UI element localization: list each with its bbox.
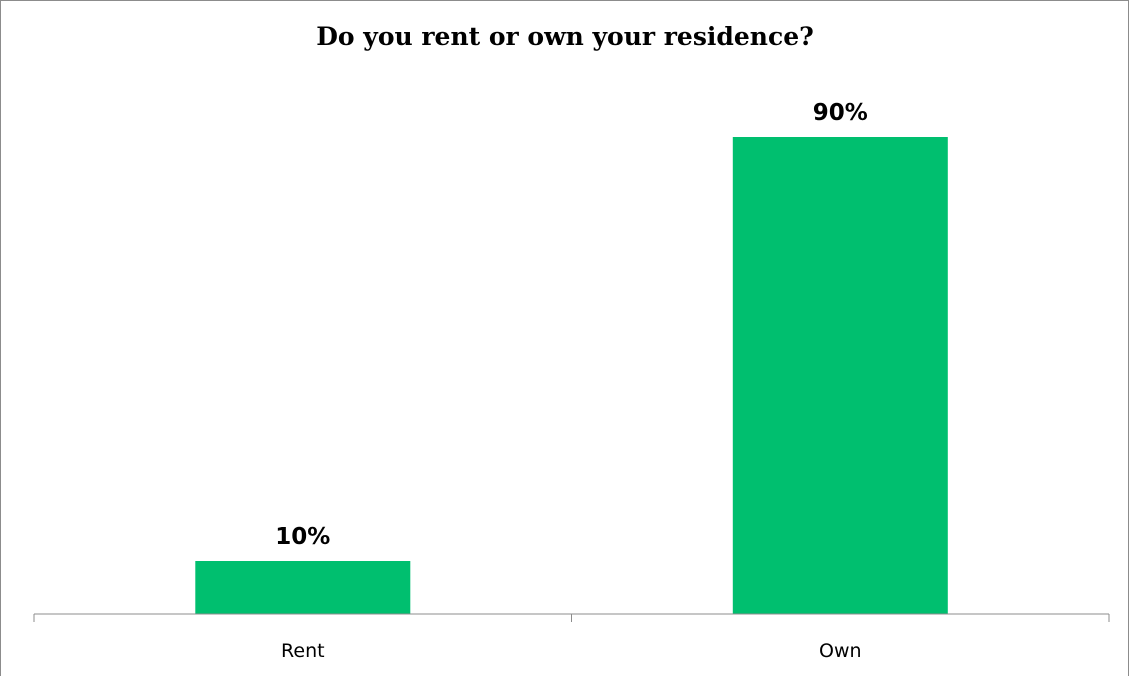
bar-own xyxy=(732,137,948,614)
data-labels-group: 10% 90% xyxy=(275,100,868,550)
x-tick-label-own: Own xyxy=(819,640,862,662)
chart-title: Do you rent or own your residence? xyxy=(316,22,814,51)
bar-rent xyxy=(195,561,411,614)
bars-group xyxy=(195,137,948,614)
x-axis: Rent Own xyxy=(33,613,1110,662)
data-label-rent: 10% xyxy=(275,524,330,550)
x-tick-label-rent: Rent xyxy=(281,640,325,662)
data-label-own: 90% xyxy=(813,100,868,126)
